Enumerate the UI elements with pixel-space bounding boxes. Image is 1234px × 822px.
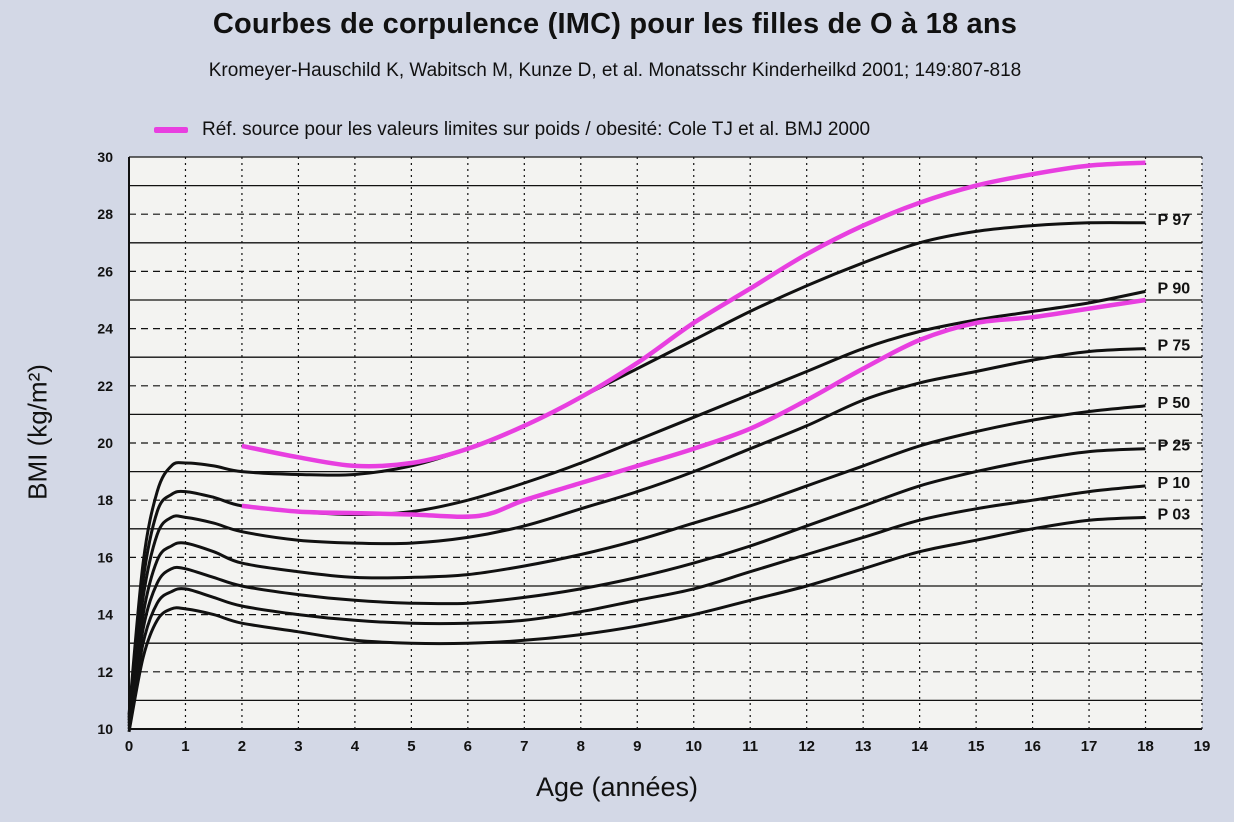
y-tick-label: 30 bbox=[97, 149, 113, 165]
y-tick-label: 28 bbox=[97, 206, 113, 222]
legend-label: Réf. source pour les valeurs limites sur… bbox=[202, 119, 871, 140]
percentile-label: P 10 bbox=[1158, 475, 1191, 492]
y-tick-label: 22 bbox=[97, 378, 113, 394]
x-tick-label: 6 bbox=[464, 738, 472, 755]
percentile-line bbox=[127, 347, 1146, 721]
x-tick-label: 11 bbox=[742, 738, 758, 755]
chart-title: Courbes de corpulence (IMC) pour les fil… bbox=[212, 8, 1018, 40]
x-tick-label: 4 bbox=[351, 738, 360, 755]
x-tick-label: 15 bbox=[968, 738, 985, 755]
x-axis-label: Age (années) bbox=[535, 772, 699, 802]
x-tick-label: 8 bbox=[577, 738, 585, 755]
x-tick-label: 13 bbox=[855, 738, 872, 755]
x-tick-label: 1 bbox=[181, 738, 189, 755]
x-tick-label: 2 bbox=[238, 738, 246, 755]
percentile-label: P 50 bbox=[1158, 395, 1191, 412]
percentile-label: P 03 bbox=[1158, 506, 1191, 523]
percentile-line bbox=[127, 289, 1146, 718]
reference-line bbox=[241, 297, 1146, 519]
percentile-label: P 97 bbox=[1158, 212, 1191, 229]
percentile-line bbox=[127, 447, 1146, 727]
y-tick-label: 24 bbox=[97, 321, 113, 337]
x-tick-label: 12 bbox=[798, 738, 815, 755]
y-tick-label: 20 bbox=[97, 435, 113, 451]
y-tick-label: 10 bbox=[97, 721, 113, 737]
y-tick-label: 16 bbox=[97, 549, 113, 565]
x-tick-label: 19 bbox=[1194, 738, 1211, 755]
y-tick-label: 18 bbox=[97, 492, 113, 508]
legend-swatch bbox=[154, 127, 188, 133]
reference-line bbox=[241, 160, 1146, 469]
x-tick-label: 17 bbox=[1081, 738, 1098, 755]
x-tick-label: 16 bbox=[1024, 738, 1041, 755]
percentile-label: P 25 bbox=[1158, 438, 1191, 455]
y-tick-label: 12 bbox=[97, 664, 113, 680]
y-tick-label: 26 bbox=[97, 263, 113, 279]
percentile-line bbox=[127, 515, 1146, 733]
x-tick-label: 0 bbox=[125, 738, 133, 755]
x-tick-label: 18 bbox=[1137, 738, 1154, 755]
percentile-label: P 90 bbox=[1158, 280, 1191, 297]
legend: Réf. source pour les valeurs limites sur… bbox=[154, 118, 870, 142]
x-tick-label: 5 bbox=[407, 738, 415, 755]
percentile-label: P 75 bbox=[1158, 338, 1191, 355]
percentile-line bbox=[127, 404, 1146, 724]
x-tick-label: 7 bbox=[520, 738, 528, 755]
y-tick-label: 14 bbox=[97, 607, 113, 623]
chart-subtitle: Kromeyer-Hauschild K, Wabitsch M, Kunze … bbox=[208, 60, 1022, 81]
percentile-line bbox=[127, 484, 1146, 730]
x-tick-label: 10 bbox=[685, 738, 702, 755]
x-tick-label: 9 bbox=[633, 738, 641, 755]
x-tick-label: 14 bbox=[911, 738, 928, 755]
y-axis-label: BMI (kg/m²) bbox=[22, 364, 53, 500]
x-tick-label: 3 bbox=[294, 738, 302, 755]
